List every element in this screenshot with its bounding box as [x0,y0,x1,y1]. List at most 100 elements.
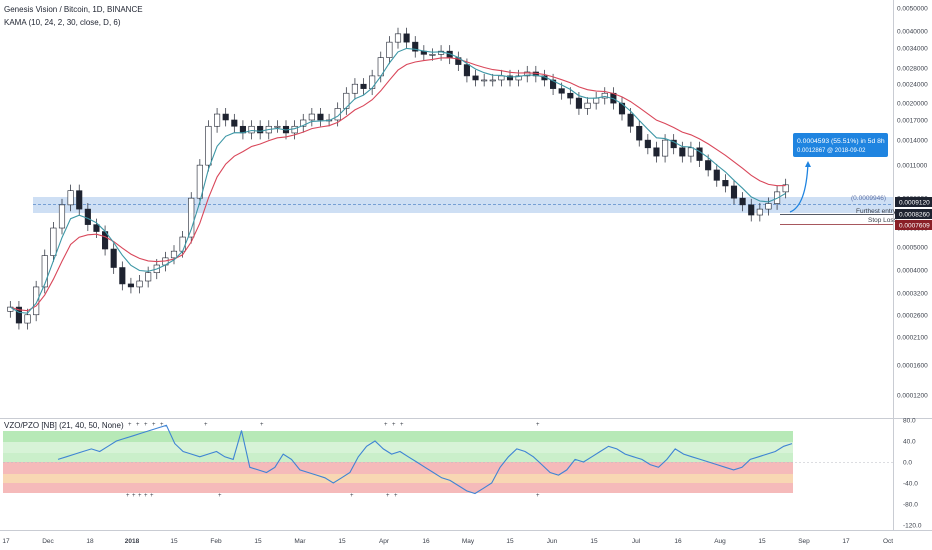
stop-loss-label: Stop Loss [868,217,898,224]
osc-band-red-bottom [3,483,793,493]
signal-mark-icon: + [400,422,404,428]
candle [782,184,789,193]
candle [748,204,755,216]
candle [188,197,195,238]
candle [205,125,212,166]
candle [575,97,582,109]
signal-mark-icon: + [152,422,156,428]
candle [93,224,100,232]
osc-axis[interactable]: 80.0 40.0 0.0 -40.0 -80.0 -120.0 [903,418,922,530]
candle [145,272,152,282]
candle [713,169,720,181]
projection-callout[interactable] [793,133,888,157]
candle [343,92,350,109]
price-tick-label: 0.0003200 [897,291,928,298]
candle [506,75,514,81]
kama-slow-line [10,57,786,312]
time-tick-label: 18 [86,538,94,545]
time-tick-label: Mar [294,538,306,545]
candle [127,283,134,288]
time-tick-label: Jul [632,538,641,545]
osc-tick-label: 0.0 [903,460,912,467]
osc-tick-label: -40.0 [903,481,918,488]
osc-band-orange [3,474,793,483]
candles-group [7,27,789,330]
candle [593,97,600,104]
osc-signal-marks: + + + + + + + + + + ++ + + + + + + + + + [126,422,540,499]
candle [300,119,307,127]
time-tick-label: 15 [590,538,598,545]
time-tick-label: 17 [842,538,850,545]
candle [670,139,677,149]
oscillator-pane[interactable]: + + + + + + + + + + ++ + + + + + + + + + [0,419,893,530]
candle [110,248,117,268]
candle [515,75,522,81]
candle [170,250,178,259]
symbol-title: Genesis Vision / Bitcoin, 1D, BINANCE [4,5,143,14]
signal-mark-icon: + [150,493,154,499]
projection-path[interactable] [789,162,809,213]
signal-mark-icon: + [386,493,390,499]
candle [403,33,410,43]
stop-price-tag [895,220,932,230]
signal-mark-icon: + [536,422,540,428]
signal-mark-icon: + [392,422,396,428]
price-tick-label: 0.0001200 [897,393,928,400]
candle [644,139,651,149]
osc-tick-label: 80.0 [903,418,916,425]
candle [214,113,221,127]
candle [765,203,772,210]
candle [679,147,686,157]
candle [739,197,746,206]
time-tick-label: Oct [883,538,893,545]
time-axis[interactable]: 17 Dec 18 2018 15 Feb 15 Mar 15 Apr 16 May 15 Jun 15 Ju… [2,538,893,545]
candle [498,75,505,81]
last-price-tag [895,197,932,207]
entry-price-tag [895,209,932,219]
time-tick-label: 2018 [125,538,140,545]
candle [627,113,634,127]
candle [653,147,660,157]
candle [179,236,186,252]
last-price-value: 0.0009120 [899,200,930,207]
candle [696,147,703,161]
signal-mark-icon: + [144,493,148,499]
signal-mark-icon: + [132,493,136,499]
candle [41,255,48,288]
time-tick-label: 16 [422,538,430,545]
candle [33,286,40,316]
price-tick-label: 0.0024000 [897,82,928,89]
candle [222,113,229,121]
projection-line2: 0.0012867 @ 2018-09-02 [797,148,866,154]
time-tick-label: 16 [674,538,682,545]
candle [76,190,83,210]
candle [412,41,419,52]
candle [24,314,31,324]
candle [524,71,531,77]
candle [550,79,557,89]
support-zone[interactable] [33,197,893,213]
time-tick-label: May [462,538,475,545]
time-tick-label: Sep [798,538,810,545]
stop-price-value: 0.0007609 [899,223,930,230]
projection-arrow-icon [805,161,811,167]
price-tick-label: 0.0005000 [897,244,928,251]
candle [308,113,315,121]
candle [67,190,74,206]
candle [472,75,479,81]
signal-mark-icon: + [204,422,208,428]
price-tick-label: 0.0002600 [897,312,928,319]
price-tick-label: 0.0040000 [897,29,928,36]
price-tick-label: 0.0004000 [897,268,928,275]
price-tick-label: 0.0034000 [897,46,928,53]
candle [756,208,763,216]
price-tick-label: 0.0020000 [897,101,928,108]
candle [558,88,565,94]
signal-mark-icon: + [138,493,142,499]
candle [119,267,126,285]
candle [360,83,367,89]
vzo-line [57,424,793,495]
candle [722,180,729,187]
osc-band-green-mid [3,442,793,453]
